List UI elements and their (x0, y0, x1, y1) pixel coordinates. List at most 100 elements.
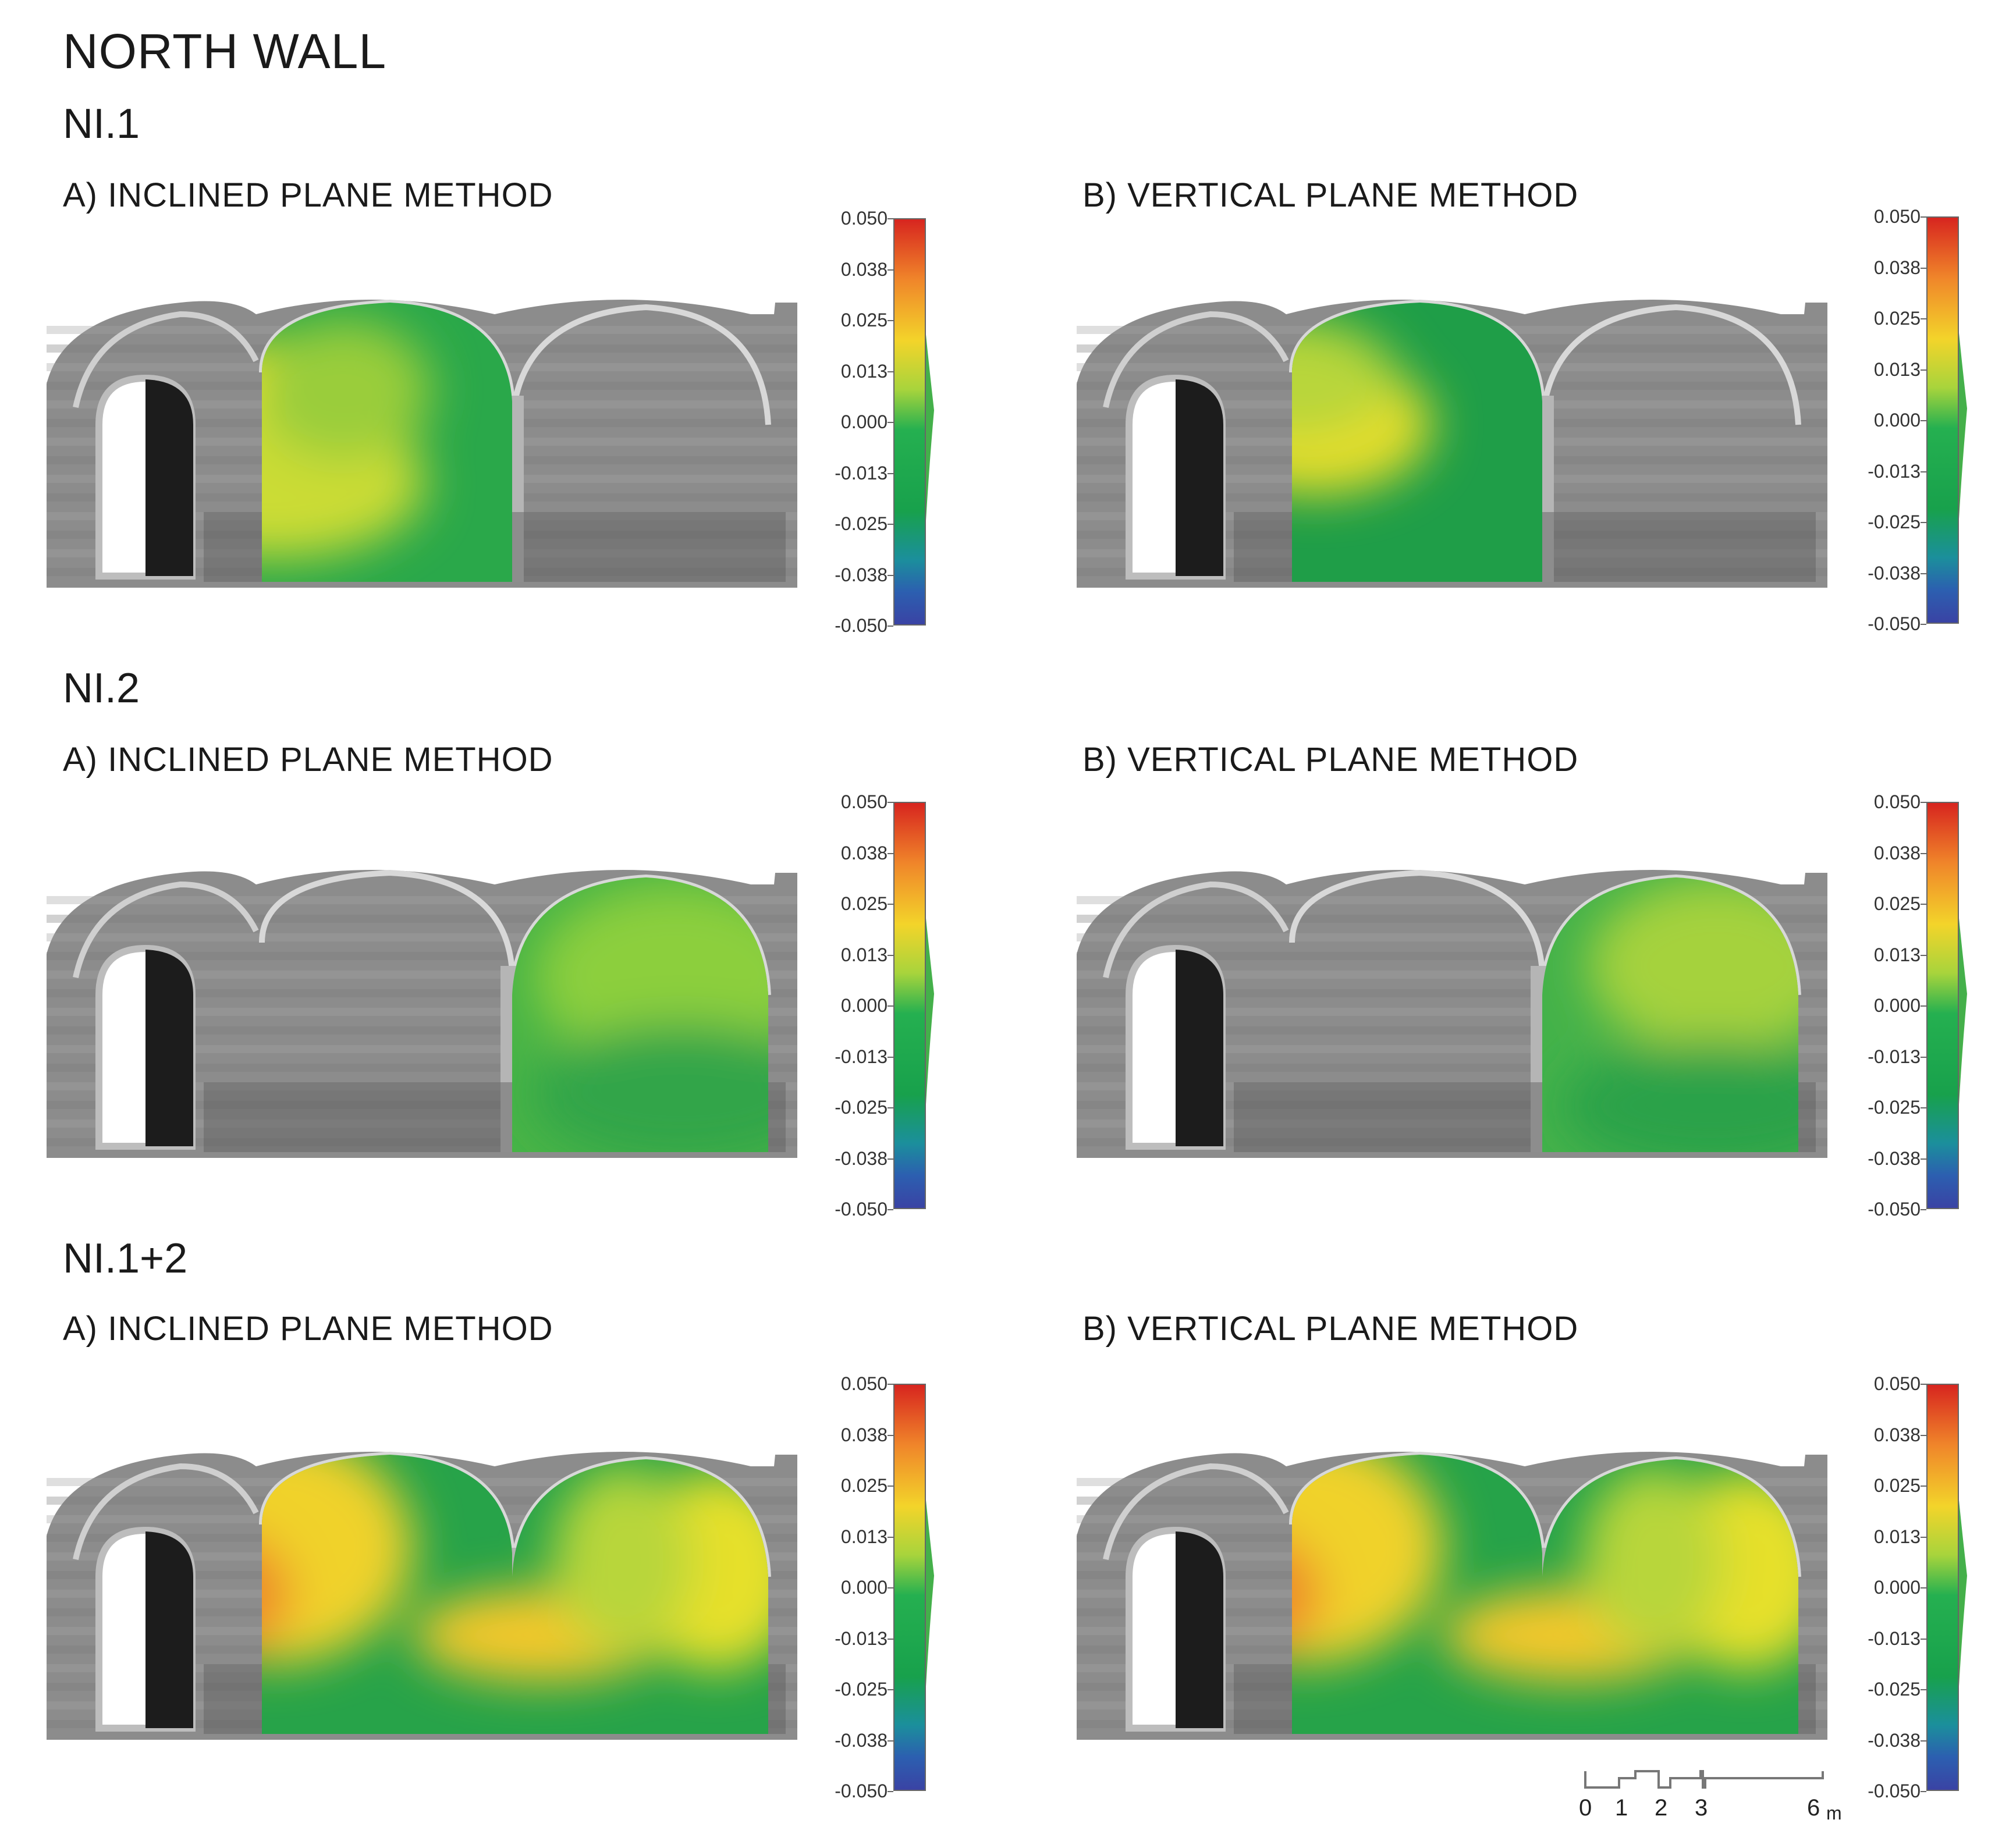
colorbar-tick-mark (888, 1485, 893, 1487)
colorbar-tick-label: 0.025 (840, 310, 888, 330)
colorbar-tick-label: 0.038 (1873, 257, 1921, 278)
colorbar-tick-label: 0.050 (1873, 206, 1921, 227)
colorbar-tick-label: -0.038 (1868, 1147, 1921, 1169)
colorbar-tick-label: 0.038 (840, 1424, 888, 1445)
wall-elevation-panel (47, 1451, 797, 1740)
colorbar-tick-label: 0.050 (1873, 791, 1921, 812)
colorbar (1926, 802, 1959, 1209)
colorbar-tick-mark (1921, 852, 1926, 854)
colorbar-tick-mark (888, 1791, 893, 1792)
colorbar-tick-mark (1921, 1158, 1926, 1160)
scale-tick-2: 2 (1655, 1795, 1668, 1821)
colorbar-tick-label: -0.038 (1868, 562, 1921, 584)
colorbar-tick-label: -0.025 (1868, 511, 1921, 532)
scale-tick-1: 1 (1615, 1795, 1628, 1821)
deviation-map (262, 1455, 768, 1734)
colorbar-tick-mark (1921, 369, 1926, 371)
distribution-histogram (926, 1500, 934, 1686)
colorbar-tick-label: 0.050 (1873, 1373, 1921, 1394)
colorbar-tick-label: -0.038 (1868, 1729, 1921, 1751)
colorbar-tick-mark (888, 371, 893, 372)
distribution-histogram (926, 335, 934, 521)
colorbar-tick-mark (888, 1689, 893, 1690)
colorbar-tick-mark (888, 1587, 893, 1588)
colorbar-tick-mark (888, 954, 893, 956)
wall-elevation-panel (1077, 1451, 1827, 1740)
colorbar-tick-mark (1921, 1791, 1926, 1792)
colorbar-tick-label: 0.025 (1873, 1475, 1921, 1496)
colorbar-tick-label: -0.050 (1868, 613, 1921, 634)
deviation-map (262, 303, 512, 582)
colorbar-tick-label: 0.013 (840, 944, 888, 965)
colorbar-tick-mark (888, 1107, 893, 1108)
colorbar-tick-label: 0.000 (1873, 410, 1921, 431)
colorbar-tick-label: 0.000 (840, 1577, 888, 1598)
colorbar (1926, 216, 1959, 624)
scale-bar (1584, 1770, 1824, 1789)
colorbar-tick-mark (1921, 802, 1926, 803)
distribution-histogram (926, 918, 934, 1104)
group-title-ni12: NI.1+2 (63, 1235, 188, 1282)
colorbar-tick-label: -0.050 (1868, 1781, 1921, 1801)
colorbar-tick-mark (1921, 1689, 1926, 1690)
deviation-map (512, 877, 768, 1152)
colorbar-tick-mark (1921, 624, 1926, 625)
wall-elevation-panel (1077, 299, 1827, 588)
colorbar-tick-label: -0.013 (1868, 460, 1921, 482)
colorbar-tick-label: 0.013 (840, 360, 888, 382)
colorbar (893, 218, 926, 626)
colorbar-tick-label: 0.025 (1873, 893, 1921, 914)
colorbar-tick-mark (888, 802, 893, 803)
colorbar-tick-label: 0.000 (1873, 1577, 1921, 1598)
colorbar-tick-label: -0.050 (835, 615, 888, 636)
colorbar-tick-label: -0.013 (835, 1627, 888, 1649)
colorbar-tick-label: -0.038 (835, 1729, 888, 1751)
wall-elevation-panel (47, 869, 797, 1158)
colorbar-tick-label: -0.050 (835, 1199, 888, 1220)
colorbar-tick-label: -0.038 (835, 564, 888, 585)
colorbar-tick-label: 0.013 (840, 1526, 888, 1547)
colorbar-tick-mark (1921, 522, 1926, 523)
colorbar-tick-label: 0.025 (1873, 308, 1921, 329)
scale-unit: m (1826, 1803, 1842, 1824)
colorbar-tick-mark (888, 574, 893, 576)
colorbar-tick-mark (1921, 420, 1926, 421)
colorbar-tick-label: 0.013 (1873, 1526, 1921, 1547)
colorbar (893, 802, 926, 1209)
colorbar-tick-mark (888, 269, 893, 271)
method-label-a-ni1: A) INCLINED PLANE METHOD (63, 176, 553, 214)
method-label-a-ni12: A) INCLINED PLANE METHOD (63, 1310, 553, 1348)
colorbar-tick-mark (1921, 1209, 1926, 1210)
colorbar-tick-label: -0.013 (835, 1046, 888, 1067)
colorbar-tick-mark (1921, 1434, 1926, 1436)
colorbar-tick-label: -0.013 (835, 462, 888, 484)
colorbar (1926, 1384, 1959, 1791)
colorbar-tick-mark (888, 1638, 893, 1640)
colorbar-tick-label: 0.025 (840, 1475, 888, 1496)
group-title-ni1: NI.1 (63, 101, 140, 147)
colorbar-tick-mark (888, 626, 893, 627)
colorbar-tick-mark (888, 1536, 893, 1538)
colorbar-tick-label: 0.038 (840, 842, 888, 863)
colorbar-tick-mark (888, 422, 893, 423)
colorbar-tick-label: -0.013 (1868, 1627, 1921, 1649)
colorbar-tick-mark (1921, 1536, 1926, 1538)
colorbar-tick-label: -0.025 (835, 1679, 888, 1700)
colorbar-tick-label: 0.000 (1873, 995, 1921, 1016)
distribution-histogram (1959, 918, 1967, 1104)
colorbar-tick-label: -0.025 (835, 513, 888, 534)
colorbar-tick-label: 0.050 (840, 791, 888, 812)
colorbar-tick-label: -0.013 (1868, 1046, 1921, 1067)
colorbar-tick-label: 0.025 (840, 893, 888, 914)
method-label-b-ni1: B) VERTICAL PLANE METHOD (1082, 176, 1579, 214)
scale-tick-6: 6 (1807, 1795, 1820, 1821)
colorbar-tick-label: 0.000 (840, 411, 888, 432)
colorbar-tick-mark (888, 1005, 893, 1007)
colorbar-tick-mark (888, 1158, 893, 1160)
colorbar-tick-mark (1921, 1485, 1926, 1487)
colorbar-tick-mark (888, 320, 893, 321)
colorbar-tick-label: 0.050 (840, 1373, 888, 1394)
colorbar-tick-mark (888, 1209, 893, 1210)
colorbar-tick-mark (1921, 1107, 1926, 1108)
deviation-map (1292, 1455, 1798, 1734)
